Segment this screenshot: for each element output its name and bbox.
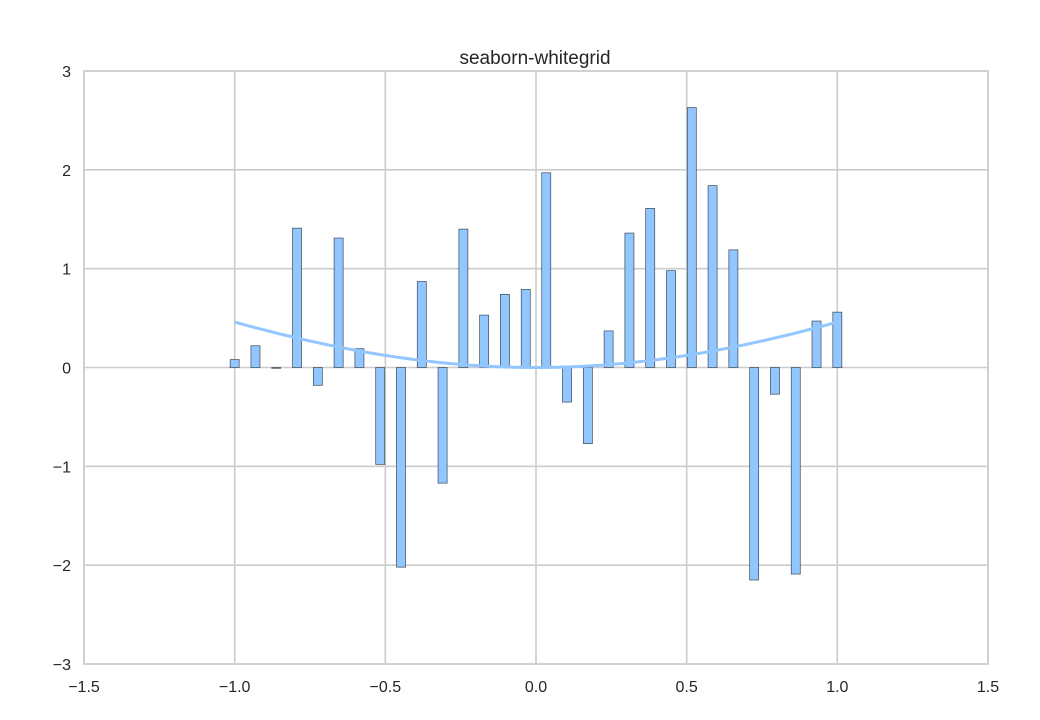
x-tick-label: −1.0: [219, 679, 251, 696]
x-tick-label: 0.5: [676, 679, 698, 696]
plot-frame: [83, 70, 989, 665]
bar: [562, 367, 572, 403]
bar: [686, 107, 697, 368]
bar: [437, 367, 448, 484]
bar: [312, 367, 323, 386]
y-tick-label: −1: [53, 459, 71, 476]
bar: [582, 367, 593, 444]
bar: [666, 270, 676, 368]
y-tick-label: 3: [62, 64, 71, 81]
bar: [707, 185, 718, 368]
x-axis-ticks: −1.5 −1.0 −0.5 0.0 0.5 1.0 1.5: [68, 679, 999, 696]
y-tick-label: 0: [62, 361, 71, 378]
bar: [250, 345, 261, 368]
x-tick-label: −1.5: [68, 679, 100, 696]
plot-border: [83, 70, 989, 665]
bar: [645, 208, 656, 368]
bar: [229, 359, 240, 368]
bar: [500, 294, 510, 368]
bar: [749, 367, 760, 581]
y-tick-label: −2: [53, 558, 71, 575]
bar: [396, 367, 406, 568]
x-tick-label: 1.0: [826, 679, 848, 696]
curve-line: [234, 320, 838, 370]
y-axis-ticks: −3 −2 −1 0 1 2 3: [53, 64, 71, 674]
bar: [416, 281, 427, 368]
y-tick-label: 1: [62, 262, 71, 279]
x-tick-label: 0.0: [525, 679, 547, 696]
bar: [271, 367, 282, 369]
bar: [770, 367, 780, 395]
bar: [790, 367, 801, 575]
bar: [375, 367, 386, 465]
bar: [728, 249, 739, 368]
bar: [520, 289, 531, 368]
bar: [832, 311, 843, 368]
y-tick-label: −3: [53, 657, 71, 674]
bar: [811, 320, 822, 368]
bar: [603, 330, 614, 368]
bar: [624, 232, 635, 368]
bar: [354, 348, 365, 368]
x-tick-label: −0.5: [370, 679, 402, 696]
bar: [292, 227, 302, 368]
chart-title: seaborn-whitegrid: [459, 48, 610, 69]
bar: [333, 237, 344, 368]
bar: [479, 314, 490, 368]
y-tick-label: 2: [62, 163, 71, 180]
bar: [458, 228, 469, 368]
line-series: [234, 320, 838, 370]
bar: [541, 172, 552, 368]
x-tick-label: 1.5: [977, 679, 999, 696]
bar-series: [229, 107, 843, 581]
